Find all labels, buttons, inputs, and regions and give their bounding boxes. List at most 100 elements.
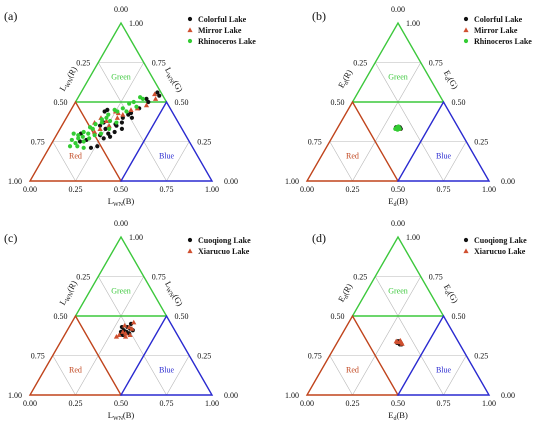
- data-point: [81, 129, 86, 135]
- data-point: [120, 329, 126, 334]
- data-point: [122, 322, 128, 328]
- data-point: [93, 122, 98, 127]
- legend-entry: Rhinoceros Lake: [198, 37, 256, 46]
- data-point: [97, 123, 103, 128]
- data-point: [129, 326, 135, 331]
- region-label-red: Red: [69, 152, 82, 161]
- right-tick-label: 0.25: [474, 138, 488, 147]
- legend-entry: Mirror Lake: [474, 26, 518, 35]
- bottom-tick-label: 0.75: [160, 185, 174, 194]
- axis-title-text: Ed(G): [440, 68, 460, 91]
- bottom-tick-label: 0.00: [300, 185, 314, 194]
- green-region: [74, 235, 168, 317]
- red-region: [28, 100, 123, 182]
- data-point: [81, 145, 86, 150]
- right-tick-label: 0.75: [429, 59, 443, 68]
- right-tick-label: 1.00: [129, 233, 143, 242]
- data-point: [73, 140, 78, 146]
- data-point: [103, 118, 110, 124]
- bottom-tick-label: 0.00: [300, 399, 314, 408]
- axis-title-main: L: [108, 196, 113, 206]
- data-point: [98, 131, 104, 136]
- data-point: [131, 319, 137, 325]
- data-point: [87, 125, 93, 130]
- left-tick-label: 1.00: [8, 177, 22, 186]
- data-point: [122, 333, 129, 339]
- axis-title-tail: (R): [65, 279, 79, 294]
- axis-title-bottom: Ed(B): [388, 196, 408, 208]
- region-label-red: Red: [346, 366, 359, 375]
- left-tick-label: 0.50: [54, 98, 68, 107]
- bottom-tick-label: 1.00: [482, 185, 496, 194]
- data-point: [102, 109, 107, 114]
- region-label-red: Red: [69, 366, 82, 375]
- bottom-tick-label: 0.50: [391, 399, 405, 408]
- gridline: [374, 62, 444, 182]
- data-point: [155, 90, 160, 95]
- left-tick-label: 1.00: [285, 391, 299, 400]
- region-label-blue: Blue: [159, 366, 175, 375]
- axis-title-left: Ed(R): [336, 282, 355, 304]
- region-label-green: Green: [388, 73, 408, 82]
- axis-title-main: E: [388, 410, 393, 420]
- bottom-tick-label: 0.50: [391, 185, 405, 194]
- right-tick-label: 0.75: [152, 59, 166, 68]
- axis-title-tail: (B): [396, 196, 408, 206]
- data-point: [126, 112, 131, 117]
- axis-title-text: LWN(G): [161, 279, 185, 309]
- region-label-red: Red: [346, 152, 359, 161]
- left-tick-label: 0.00: [391, 5, 405, 14]
- axis-title-tail: (R): [340, 68, 354, 83]
- data-point: [114, 115, 120, 120]
- axis-title-main: E: [336, 80, 347, 90]
- axis-title-main: L: [163, 279, 174, 289]
- bottom-tick-label: 1.00: [482, 399, 496, 408]
- axis-title-tail: (R): [340, 282, 354, 297]
- legend-entry: Cuoqiong Lake: [474, 236, 527, 245]
- data-point: [112, 107, 117, 112]
- axis-title-main: E: [442, 68, 453, 78]
- axis-title-left: Ed(R): [336, 68, 355, 90]
- data-point: [81, 139, 86, 144]
- bottom-tick-label: 0.50: [114, 185, 128, 194]
- data-point: [67, 144, 73, 149]
- right-tick-label: 0.25: [197, 352, 211, 361]
- axis-title-main: E: [442, 282, 453, 292]
- region-label-blue: Blue: [436, 366, 452, 375]
- blue-region: [119, 314, 214, 396]
- left-tick-label: 0.25: [76, 59, 90, 68]
- left-tick-label: 0.25: [353, 59, 367, 68]
- data-point: [119, 120, 125, 125]
- legend-entry: Xiarucuo Lake: [198, 247, 250, 256]
- data-point: [76, 133, 81, 138]
- axis-title-sub: WN: [113, 416, 124, 422]
- data-point: [116, 332, 122, 338]
- legend-marker: [463, 16, 469, 22]
- right-tick-label: 0.00: [501, 177, 515, 186]
- data-point: [129, 115, 135, 120]
- axis-title-text: LWN(G): [161, 65, 185, 95]
- gridline: [52, 355, 76, 396]
- data-point: [101, 136, 106, 141]
- data-point: [104, 115, 109, 120]
- axis-title-text: Ed(G): [440, 282, 460, 305]
- data-point: [87, 136, 92, 141]
- legend-marker: [187, 38, 193, 44]
- data-point: [95, 144, 100, 149]
- axis-title-right: LWN(G): [161, 65, 185, 95]
- panel-label: (b): [312, 9, 326, 23]
- data-point: [114, 120, 119, 125]
- panel-label: (a): [4, 9, 17, 23]
- data-point: [152, 96, 159, 101]
- data-point: [112, 129, 117, 135]
- data-point: [113, 333, 120, 339]
- gridline: [97, 276, 167, 396]
- data-point: [114, 123, 119, 128]
- data-point: [124, 109, 129, 114]
- left-tick-label: 0.25: [76, 273, 90, 282]
- legend-entry: Colorful Lake: [198, 15, 247, 24]
- region-label-blue: Blue: [436, 152, 452, 161]
- axis-title-sub: WN: [164, 73, 175, 85]
- left-tick-label: 0.75: [31, 138, 45, 147]
